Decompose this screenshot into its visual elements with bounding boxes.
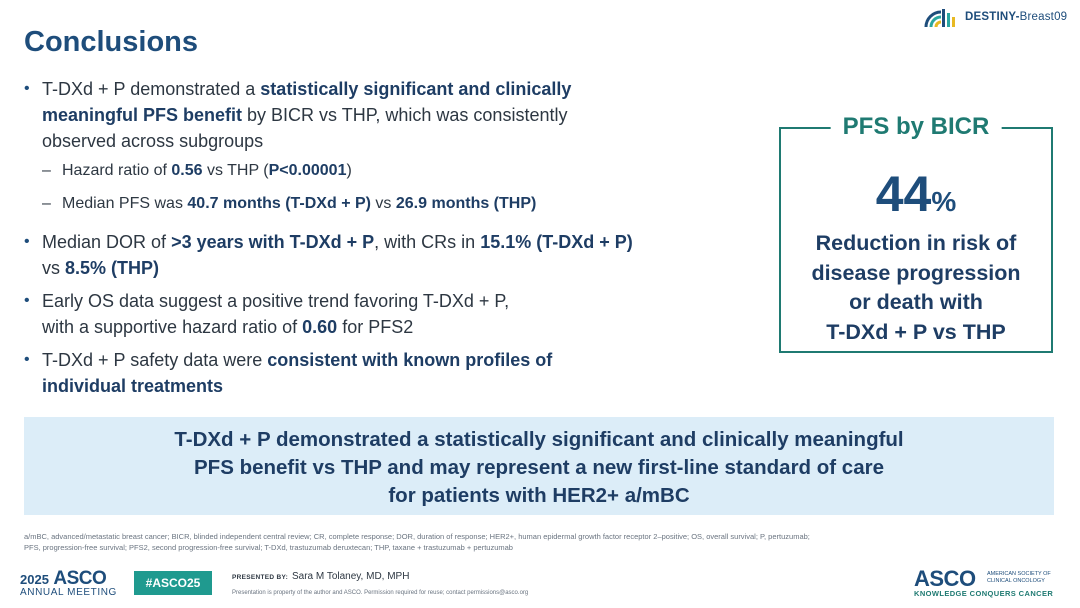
- asco-annual-meeting-logo: 2025 ASCO ANNUAL MEETING: [20, 568, 116, 598]
- abbreviations-footnote: a/mBC, advanced/metastatic breast cancer…: [24, 531, 1054, 553]
- abbrev-line: a/mBC, advanced/metastatic breast cancer…: [24, 532, 810, 541]
- destiny-breast09-logo: DESTINY-Breast09: [922, 4, 1067, 30]
- bullet-text: T-DXd + P demonstrated a statistically s…: [42, 76, 571, 154]
- asco-logo-word: ASCO: [914, 566, 976, 591]
- property-note: Presentation is property of the author a…: [232, 590, 529, 596]
- bold-span: meaningful PFS benefit: [42, 105, 243, 125]
- sub-bullet-text: Hazard ratio of 0.56 vs THP (P<0.00001): [62, 160, 352, 182]
- text-span: vs: [370, 195, 396, 212]
- dash-marker: –: [42, 195, 51, 212]
- society-name: AMERICAN SOCIETY OF CLINICAL ONCOLOGY: [987, 571, 1051, 584]
- annual-meeting-label: ANNUAL MEETING: [20, 587, 117, 598]
- brand-prefix: DESTINY-: [965, 11, 1020, 23]
- text-span: , with CRs in: [374, 232, 481, 252]
- banner-line: for patients with HER2+ a/mBC: [388, 484, 690, 507]
- bullet-dot: •: [24, 80, 30, 97]
- page-title: Conclusions: [24, 26, 199, 58]
- text-span: T-DXd + P demonstrated a: [42, 79, 261, 99]
- pfs-number: 44: [875, 166, 932, 222]
- asco-society-logo: ASCO AMERICAN SOCIETY OF CLINICAL ONCOLO…: [914, 566, 1064, 598]
- text-span: for PFS2: [337, 317, 414, 337]
- key-takeaway-banner: T-DXd + P demonstrated a statistically s…: [24, 417, 1054, 515]
- pfs-desc-line: Reduction in risk of: [815, 231, 1017, 255]
- pfs-desc-line: T-DXd + P vs THP: [826, 319, 1006, 344]
- pfs-risk-reduction-value: 44%: [781, 165, 1051, 223]
- bold-span: 40.7 months (T-DXd + P): [187, 195, 371, 212]
- pfs-box-title: PFS by BICR: [830, 113, 1002, 141]
- asco-wordmark: ASCO: [53, 568, 107, 589]
- text-span: vs: [42, 258, 66, 278]
- bullet-dot: •: [24, 292, 30, 309]
- bullet-pfs-benefit: • T-DXd + P demonstrated a statistically…: [24, 76, 571, 154]
- brand-text: DESTINY-Breast09: [965, 11, 1067, 23]
- bold-span: 0.60: [302, 317, 338, 337]
- presented-by-label: PRESENTED BY:: [232, 574, 289, 581]
- pfs-highlight-box: PFS by BICR 44% Reduction in risk of dis…: [779, 113, 1053, 353]
- banner-line: T-DXd + P demonstrated a statistically s…: [174, 428, 904, 451]
- bold-span: statistically significant and clinically: [260, 79, 572, 99]
- bullet-text: Early OS data suggest a positive trend f…: [42, 288, 509, 340]
- bullet-dot: •: [24, 233, 30, 250]
- banner-line: PFS benefit vs THP and may represent a n…: [194, 456, 884, 479]
- text-span: T-DXd + P safety data were: [42, 350, 268, 370]
- pfs-desc-line: or death with: [849, 290, 983, 314]
- bold-span: 26.9 months (THP): [395, 195, 537, 212]
- bullet-safety: • T-DXd + P safety data were consistent …: [24, 347, 552, 399]
- brand-suffix: Breast09: [1019, 11, 1068, 23]
- sub-bullet-median-pfs: – Median PFS was 40.7 months (T-DXd + P)…: [42, 193, 536, 215]
- sub-bullet-hazard-ratio: – Hazard ratio of 0.56 vs THP (P<0.00001…: [42, 160, 352, 182]
- bold-span: >3 years with T-DXd + P: [171, 232, 375, 252]
- bullet-text: Median DOR of >3 years with T-DXd + P, w…: [42, 229, 633, 281]
- pfs-desc-line: disease progression: [811, 260, 1021, 285]
- trial-logo-icon: [924, 9, 955, 28]
- text-span: vs THP (: [202, 162, 269, 179]
- text-span: Median PFS was: [62, 195, 188, 212]
- text-span: ): [346, 162, 352, 179]
- bold-span: individual treatments: [42, 376, 224, 396]
- banner-text: T-DXd + P demonstrated a statistically s…: [24, 426, 1054, 510]
- bullet-text: T-DXd + P safety data were consistent wi…: [42, 347, 552, 399]
- text-line: observed across subgroups: [42, 131, 264, 151]
- sub-bullet-text: Median PFS was 40.7 months (T-DXd + P) v…: [62, 193, 536, 215]
- text-span: by BICR vs THP, which was consistently: [242, 105, 568, 125]
- text-line: Early OS data suggest a positive trend f…: [42, 291, 510, 311]
- bold-span: 15.1% (T-DXd + P): [480, 232, 633, 252]
- presenter-name: Sara M Tolaney, MD, MPH: [292, 571, 410, 582]
- bullet-dot: •: [24, 351, 30, 368]
- bold-span: 8.5% (THP): [65, 258, 160, 278]
- text-span: Hazard ratio of: [62, 162, 172, 179]
- percent-sign: %: [931, 186, 957, 217]
- hashtag-badge: #ASCO25: [134, 571, 212, 595]
- bullet-early-os: • Early OS data suggest a positive trend…: [24, 288, 509, 340]
- asco-tagline: KNOWLEDGE CONQUERS CANCER: [914, 589, 1054, 598]
- text-span: with a supportive hazard ratio of: [42, 317, 303, 337]
- text-span: Median DOR of: [42, 232, 172, 252]
- bold-span: consistent with known profiles of: [267, 350, 553, 370]
- bullet-median-dor: • Median DOR of >3 years with T-DXd + P,…: [24, 229, 633, 281]
- dash-marker: –: [42, 162, 51, 179]
- abbrev-line: PFS, progression-free survival; PFS2, se…: [24, 543, 513, 552]
- pfs-description: Reduction in risk of disease progression…: [781, 229, 1051, 347]
- bold-span: P<0.00001: [268, 162, 347, 179]
- bold-span: 0.56: [171, 162, 203, 179]
- meeting-year: 2025: [20, 572, 49, 587]
